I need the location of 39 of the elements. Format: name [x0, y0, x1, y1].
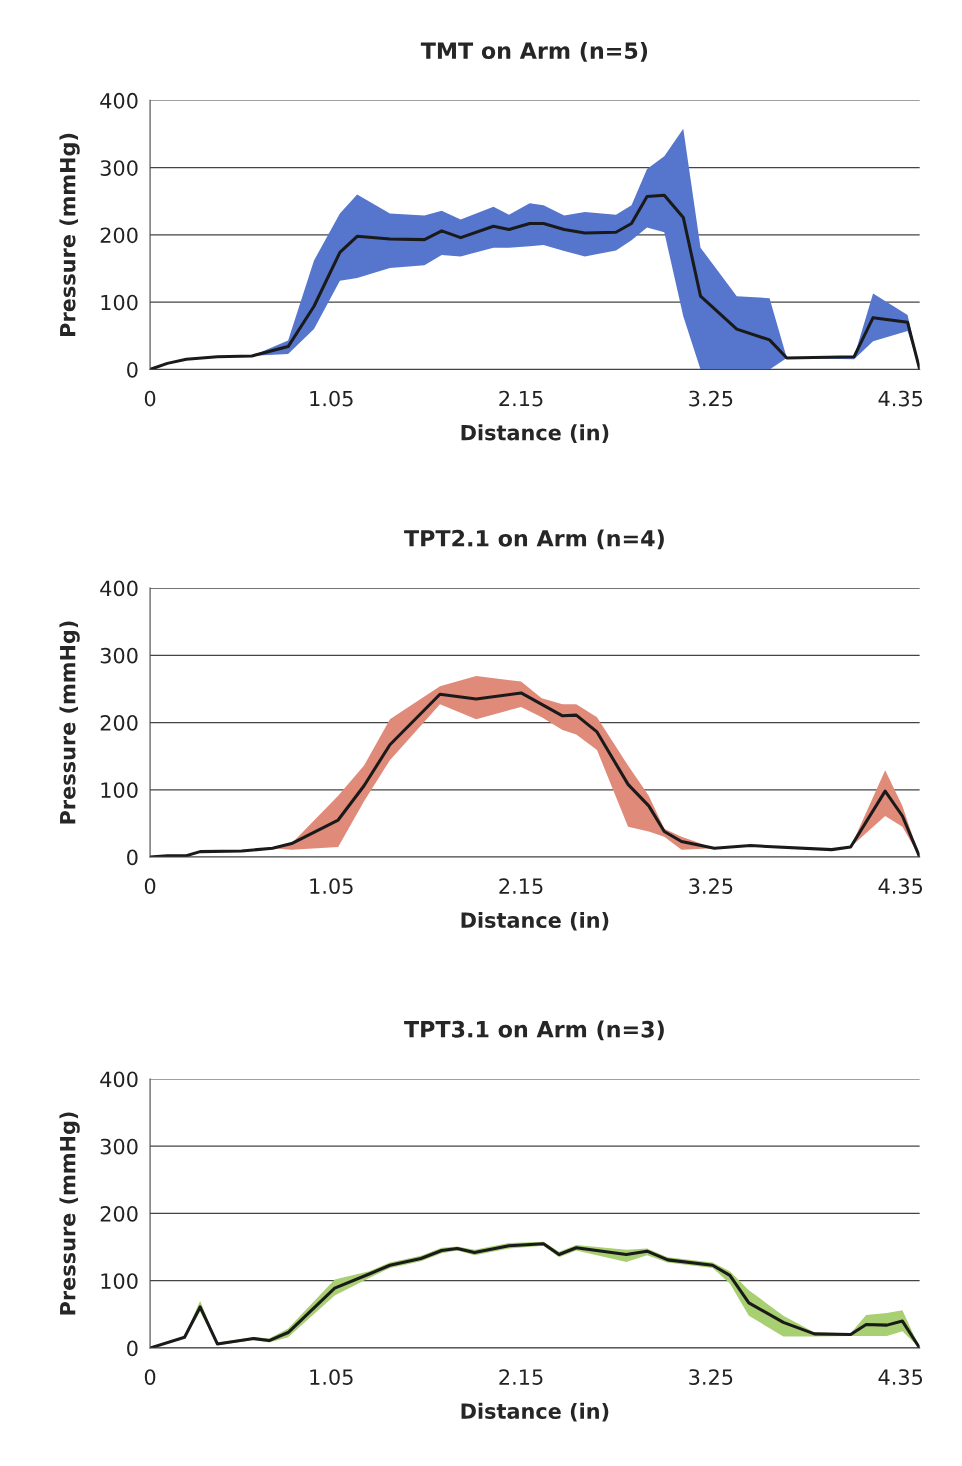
x-tick-label: 1.05 [310, 878, 353, 894]
y-axis-title: Pressure (mmHg) [59, 133, 80, 336]
x-tick-label: 0 [144, 878, 156, 894]
y-tick-label: 400 [100, 92, 138, 109]
y-tick-label: 300 [100, 160, 138, 176]
x-tick-label: 4.35 [878, 390, 923, 407]
y-tick-label: 300 [100, 647, 138, 664]
y-tick-label: 0 [127, 849, 138, 866]
y-axis-title: Pressure (mmHg) [59, 621, 80, 824]
x-tick-label: 2.15 [499, 1369, 543, 1385]
y-tick-label: 300 [100, 1138, 138, 1155]
x-tick-label: 2.15 [499, 878, 543, 894]
y-tick-label: 0 [127, 1340, 138, 1357]
y-tick-label: 200 [100, 1205, 138, 1222]
y-axis-title: Pressure (mmHg) [59, 1112, 80, 1315]
x-tick-label: 0 [144, 390, 156, 407]
x-axis-title: Distance (in) [461, 424, 609, 443]
x-axis-title: Distance (in) [461, 1402, 609, 1422]
y-tick-label: 200 [100, 714, 138, 731]
y-tick-label: 0 [127, 361, 138, 378]
chart-title: TPT3.1 on Arm (n=3) [404, 1020, 664, 1041]
x-tick-label: 4.35 [878, 878, 923, 894]
y-tick-label: 100 [101, 782, 138, 798]
x-tick-label: 4.35 [878, 1369, 923, 1385]
x-tick-label: 3.25 [689, 878, 733, 894]
x-axis-title: Distance (in) [461, 911, 609, 931]
y-tick-label: 100 [101, 294, 138, 311]
y-tick-label: 400 [100, 580, 138, 597]
x-tick-label: 1.05 [310, 1369, 353, 1385]
y-tick-label: 400 [100, 1071, 138, 1088]
x-tick-label: 3.25 [689, 1369, 733, 1385]
x-tick-label: 0 [144, 1369, 156, 1385]
x-tick-label: 2.15 [499, 390, 543, 407]
x-tick-label: 1.05 [310, 390, 353, 407]
x-tick-label: 3.25 [689, 390, 733, 407]
chart-title: TMT on Arm (n=5) [420, 41, 648, 62]
chart-title: TPT2.1 on Arm (n=4) [404, 529, 664, 550]
y-tick-label: 100 [101, 1273, 138, 1289]
y-tick-label: 200 [100, 227, 138, 244]
